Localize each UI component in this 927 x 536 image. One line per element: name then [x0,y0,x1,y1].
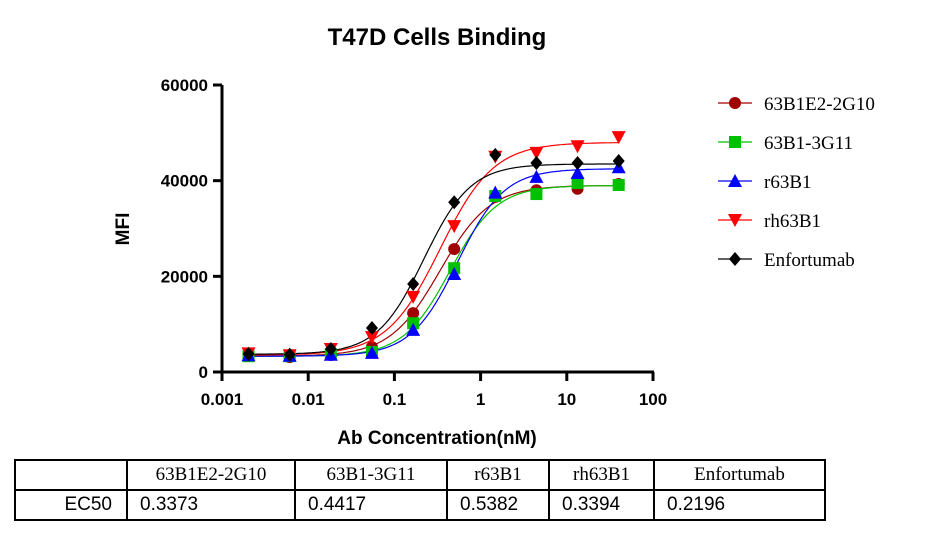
ec50-table: 63B1E2-2G10 63B1-3G11 r63B1 rh63B1 Enfor… [14,459,826,521]
legend-marker-square [729,136,741,148]
fit-curve-63B1E2-2G10 [248,185,619,357]
y-axis-label: MFI [113,213,134,246]
data-point [364,345,379,359]
x-axis-label: Ab Concentration(nM) [337,428,536,449]
data-point [283,347,296,362]
data-point [570,140,585,154]
data-point [406,290,421,304]
table-cell: 0.2196 [653,489,826,521]
row-label: EC50 [14,489,128,521]
data-point [570,166,585,180]
data-point [571,155,584,170]
data-point [611,131,626,145]
legend-label: r63B1 [764,172,812,193]
chart-title: T47D Cells Binding [328,24,547,51]
series-63B1E2-2G10 [242,178,625,364]
legend-label: 63B1E2-2G10 [764,94,875,115]
y-tick-label: 0 [199,363,208,382]
legend-label: Enfortumab [764,250,855,271]
data-point [571,177,584,190]
table-cell: 0.3394 [548,489,655,521]
data-point [530,188,543,201]
legend-marker-triangle-down [728,214,742,227]
data-point [406,322,421,336]
data-point [529,169,544,183]
series-63B1-3G11 [242,177,625,363]
series-rh63B1 [241,131,626,363]
table-header-cell [14,459,128,491]
data-point [365,320,378,335]
table-header-cell: rh63B1 [548,459,655,491]
x-tick-label: 10 [557,390,576,409]
data-point [324,342,337,357]
data-point [448,243,461,256]
series-Enfortumab [242,147,625,362]
data-point [407,276,420,291]
table-row: EC50 0.3373 0.4417 0.5382 0.3394 0.2196 [14,489,826,521]
data-point [488,185,503,199]
x-tick-label: 0.001 [201,390,244,409]
table-cell: 0.5382 [446,489,550,521]
y-tick-label: 20000 [161,267,208,286]
table-cell: 0.4417 [294,489,448,521]
x-tick-label: 100 [639,390,667,409]
data-point [448,195,461,210]
y-tick-label: 60000 [161,76,208,95]
x-tick-label: 1 [476,390,485,409]
legend-label: 63B1-3G11 [764,133,853,154]
data-point [242,346,255,361]
legend-marker-triangle-up [728,174,742,187]
data-point [364,331,379,345]
legend-label: rh63B1 [764,211,821,232]
data-point [489,147,502,162]
table-header-cell: 63B1E2-2G10 [126,459,296,491]
data-point [530,155,543,170]
table-header-cell: 63B1-3G11 [294,459,448,491]
fit-curve-Enfortumab [248,163,619,355]
table-cell: 0.3373 [126,489,296,521]
fit-curve-rh63B1 [248,142,619,356]
fit-curve-63B1-3G11 [248,185,619,357]
data-point [612,178,625,191]
data-point [407,307,420,320]
legend-marker-circle [729,97,741,109]
table-header-cell: Enfortumab [653,459,826,491]
data-point [612,154,625,169]
data-point [529,146,544,160]
x-tick-label: 0.01 [292,390,325,409]
legend-marker-diamond [729,252,741,266]
chart: T47D Cells Binding 0.001 0.01 0.1 1 10 100 0 20… [113,24,875,449]
table-header-cell: r63B1 [446,459,550,491]
data-point [447,220,462,234]
y-tick-label: 40000 [161,172,208,191]
fit-curve-r63B1 [248,168,619,357]
table-header-row: 63B1E2-2G10 63B1-3G11 r63B1 rh63B1 Enfor… [14,459,826,491]
data-point [447,266,462,280]
x-tick-label: 0.1 [383,390,407,409]
